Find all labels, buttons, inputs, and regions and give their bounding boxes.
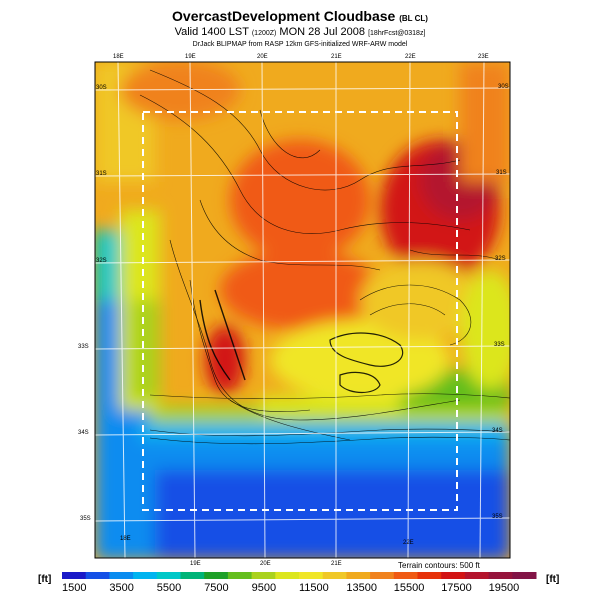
color-scale-label: 19500 — [488, 582, 520, 594]
valid-time-line: Valid 1400 LST (1200Z) MON 28 Jul 2008 [… — [174, 26, 426, 38]
lon-label-bottom: 22E — [403, 540, 414, 546]
lat-label-right: 35S — [492, 514, 503, 520]
unit-label-left: [ft] — [38, 574, 52, 585]
color-scale-swatch — [275, 572, 300, 579]
color-scale-swatch — [417, 572, 442, 579]
color-scale-swatch — [180, 572, 205, 579]
color-scale-label: 15500 — [393, 582, 425, 594]
map-title: OvercastDevelopment Cloudbase (BL CL) — [172, 8, 428, 24]
color-scale-swatch — [156, 572, 181, 579]
color-scale-swatch — [62, 572, 87, 579]
color-scale-swatch — [441, 572, 466, 579]
lon-label-top: 22E — [405, 54, 416, 60]
color-scale-label: 13500 — [346, 582, 377, 594]
color-scale-swatch — [512, 572, 537, 579]
lat-label-right: 30S — [498, 84, 509, 90]
color-scale-label: 3500 — [109, 582, 134, 594]
lat-label-left: 34S — [78, 430, 89, 436]
lon-label-bottom: 20E — [260, 561, 271, 567]
color-scale-swatch — [299, 572, 324, 579]
color-scale-swatch — [85, 572, 110, 579]
lat-label-left: 33S — [78, 344, 89, 350]
color-scale-bar — [62, 572, 537, 579]
inner-domain-box — [142, 111, 458, 511]
lat-label-left: 31S — [96, 171, 107, 177]
color-scale-swatch — [346, 572, 371, 579]
color-scale-label: 5500 — [156, 582, 182, 594]
color-scale-swatch — [393, 572, 418, 579]
color-scale-swatch — [488, 572, 513, 579]
model-credit: DrJack BLIPMAP from RASP 12km GFS-initia… — [192, 41, 408, 48]
lon-label-bottom: 19E — [190, 561, 201, 567]
graticule — [94, 61, 511, 559]
lon-label-top: 20E — [257, 54, 268, 60]
lat-label-left: 30S — [96, 85, 107, 91]
color-scale-label: 17500 — [441, 582, 472, 594]
lat-label-left: 35S — [80, 516, 91, 522]
color-scale-label: 9500 — [251, 582, 277, 594]
lon-label-top: 21E — [331, 54, 342, 60]
terrain-contour-note: Terrain contours: 500 ft — [398, 561, 480, 570]
lon-label-bottom: 18E — [120, 536, 131, 542]
cloudbase-field — [95, 62, 510, 558]
color-scale-swatch — [204, 572, 229, 579]
color-scale-swatch — [109, 572, 134, 579]
lat-label-right: 34S — [492, 428, 503, 434]
color-scale-label: 11500 — [299, 582, 329, 594]
lat-label-right: 32S — [495, 256, 506, 262]
lon-label-bottom: 21E — [331, 561, 342, 567]
lon-label-top: 19E — [185, 54, 196, 60]
color-scale-label: 7500 — [204, 582, 229, 594]
lat-label-right: 31S — [496, 170, 507, 176]
color-scale-swatch — [322, 572, 347, 579]
unit-label-right: [ft] — [546, 574, 560, 585]
color-scale-swatch — [251, 572, 276, 579]
lat-label-left: 32S — [96, 258, 107, 264]
lon-label-top: 23E — [478, 54, 489, 60]
color-scale-swatch — [464, 572, 490, 579]
color-scale-swatch — [227, 572, 253, 579]
lat-label-right: 33S — [494, 342, 505, 348]
terrain-contours — [139, 69, 510, 445]
map-frame — [94, 61, 511, 559]
lon-label-top: 18E — [113, 54, 124, 60]
color-scale-swatch — [133, 572, 158, 579]
color-scale-swatch — [370, 572, 395, 579]
color-scale-label: 1500 — [62, 582, 87, 594]
